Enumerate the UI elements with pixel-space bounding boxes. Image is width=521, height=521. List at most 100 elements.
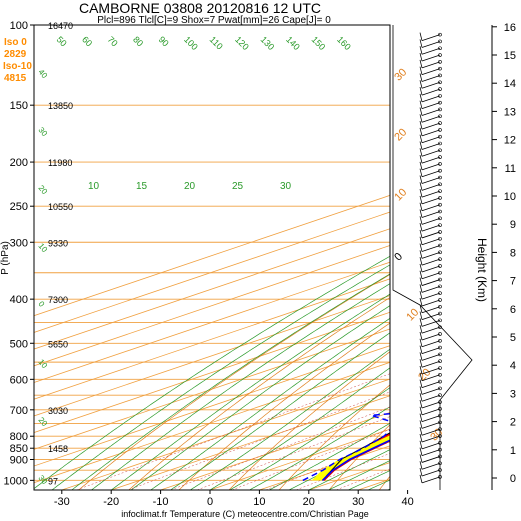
wind-barb-station — [438, 420, 442, 425]
height-axis-label: Height (Km) — [475, 238, 489, 302]
height-tick-label: 8 — [510, 247, 516, 259]
wind-barb-flag — [419, 386, 423, 395]
footer-credit: infoclimat.fr Temperature (C) meteocentr… — [121, 509, 368, 519]
iso0-value: 2829 — [4, 49, 27, 60]
wind-barb-shaft — [421, 354, 441, 361]
moist-adiabat — [34, 255, 390, 490]
wind-barb-station — [438, 134, 442, 139]
isotherm-line — [34, 328, 390, 450]
wind-barb-station — [438, 379, 442, 384]
temperature-tick-label: 10 — [253, 496, 265, 508]
mixing-ratio-line — [295, 453, 390, 490]
wind-barb-shaft — [421, 34, 441, 42]
wind-barb-station — [438, 80, 442, 85]
wind-barbs — [392, 25, 473, 490]
wind-barb-shaft — [421, 285, 441, 293]
height-tick-label: 11 — [505, 163, 516, 175]
wind-barb-flag — [419, 141, 423, 150]
iso10-label: Iso-10 — [3, 61, 32, 72]
wind-barb-shaft — [421, 68, 441, 76]
mixing-ratio-line — [196, 416, 390, 490]
geopotential-height-label: 10550 — [48, 202, 73, 212]
wind-barb-station — [438, 189, 442, 193]
wind-barb-shaft — [421, 149, 441, 157]
mixing-ratio-line — [76, 373, 390, 490]
wind-barb-flag — [419, 467, 423, 477]
wind-barb-station — [438, 230, 442, 234]
isotherm-line — [34, 361, 390, 484]
pressure-tick-label: 800 — [10, 431, 28, 443]
wind-barb-shaft — [421, 435, 441, 443]
wind-barb-station — [438, 461, 442, 466]
wind-barb-flag — [419, 66, 423, 75]
diagram-grid — [34, 25, 390, 490]
wind-barb-flag — [419, 413, 423, 422]
iso10-value: 4815 — [4, 73, 27, 84]
diagonal-label: 0 — [36, 300, 46, 310]
wind-barb-station — [438, 73, 442, 78]
wind-barb-flag — [419, 338, 423, 347]
wind-barb-flag — [419, 182, 423, 191]
height-tick-label: 6 — [510, 304, 516, 316]
wind-barb-flag — [419, 420, 423, 429]
wind-barb-shaft — [421, 279, 441, 286]
wind-barb-flag — [419, 406, 423, 415]
wind-barb-shaft — [421, 41, 441, 48]
temperature-tick-label: 40 — [401, 496, 413, 508]
wind-barb-shaft — [421, 204, 441, 212]
wind-barb-shaft — [421, 381, 441, 388]
wind-barb-flag — [419, 372, 423, 381]
wind-barb-flag — [419, 107, 423, 116]
geopotential-height-label: 1458 — [48, 444, 68, 454]
pressure-tick-label: 400 — [10, 294, 28, 306]
wind-barb-station — [438, 427, 442, 432]
dry-adiabat — [278, 384, 390, 490]
mixing-ratio-label: 25 — [232, 181, 244, 192]
wind-barb-flag — [419, 195, 423, 205]
wind-barb-station — [438, 318, 442, 323]
wind-barb-flag — [419, 331, 423, 341]
wind-barb-flag — [419, 257, 423, 266]
wind-barb-flag — [419, 359, 423, 368]
wind-barb-shaft — [421, 109, 441, 116]
moist-adiabat — [308, 449, 390, 490]
wind-barb-station — [438, 325, 442, 329]
moist-adiabat — [209, 367, 390, 490]
wind-barb-flag — [419, 168, 423, 177]
mixing-ratio-line — [231, 429, 390, 490]
wind-barb-flag — [419, 379, 423, 388]
geopotential-height-label: 7300 — [48, 295, 68, 305]
wind-barb-flag — [419, 311, 423, 320]
cin-region — [311, 435, 390, 481]
wind-barb-shaft — [421, 469, 441, 477]
isotherm-line — [111, 395, 390, 490]
wind-barb-flag — [419, 114, 423, 123]
geopotential-height-label: 97 — [48, 476, 58, 486]
wind-barb-station — [438, 441, 442, 445]
isotherm-line — [34, 295, 390, 417]
wind-barb-station — [438, 475, 442, 479]
wind-barb-flag — [419, 427, 423, 436]
wind-barb-shaft — [421, 183, 441, 191]
moist-adiabat — [150, 317, 390, 490]
pressure-tick-label: 300 — [10, 237, 28, 249]
dry-adiabat — [78, 274, 390, 490]
wind-barb-shaft — [421, 211, 441, 218]
wind-barb-flag — [419, 216, 423, 225]
wind-barb-flag — [419, 304, 423, 313]
pressure-tick-label: 700 — [10, 405, 28, 417]
wind-barb-shaft — [421, 292, 441, 300]
wind-barb-station — [438, 121, 442, 125]
wind-barb-station — [438, 468, 442, 472]
wind-barb-shaft — [421, 462, 441, 470]
wind-barb-flag — [419, 474, 423, 483]
wind-barb-flag — [419, 120, 423, 130]
wind-barb-station — [438, 393, 442, 398]
wind-barb-flag — [419, 155, 423, 164]
isotherm-line — [34, 211, 390, 333]
wind-barb-flag — [419, 80, 423, 89]
wind-barb-flag — [419, 161, 423, 171]
geopotential-height-label: 9330 — [48, 238, 68, 248]
wind-barb-shaft — [421, 347, 441, 354]
